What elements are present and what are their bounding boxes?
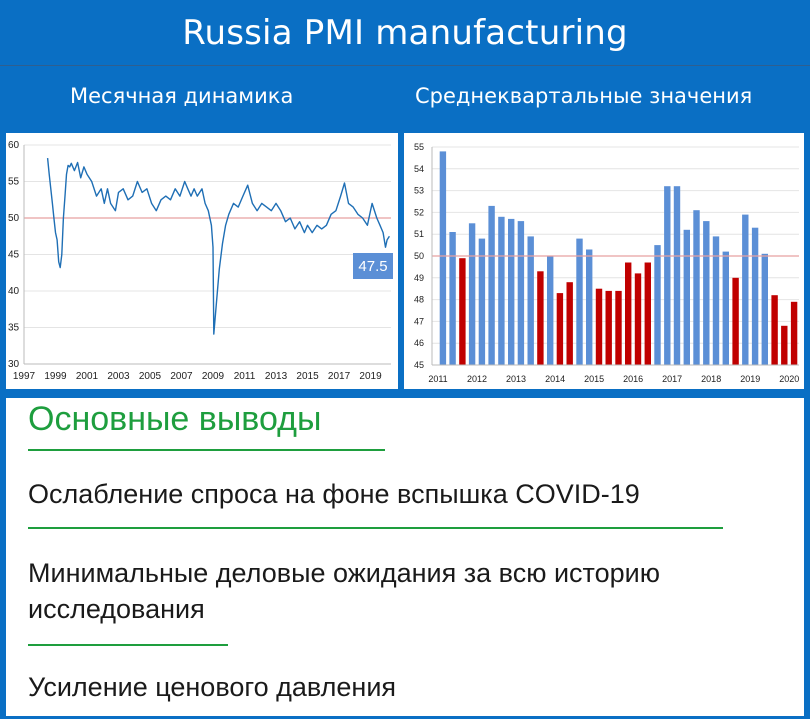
x-tick-label: 2007	[170, 371, 193, 382]
title-band: Russia PMI manufacturing	[0, 0, 810, 66]
quarter-bar	[615, 290, 622, 365]
quarter-bar	[478, 238, 486, 365]
conclusion-item: Минимальные деловые ожидания за всю исто…	[28, 558, 660, 624]
quarter-bar	[468, 223, 476, 365]
right-chart-subtitle: Среднеквартальные значения	[415, 84, 753, 108]
quarterly-chart-panel: 45 46 47 48 49 50 51 52 53 54 55 2011 2012 2013 2014 20…	[404, 133, 804, 389]
quarter-bar	[625, 262, 632, 365]
y-tick-label: 30	[8, 359, 20, 370]
x-tick-label: 2013	[506, 374, 526, 384]
y-tick-label: 52	[414, 207, 424, 217]
x-tick-label: 2015	[584, 374, 604, 384]
y-tick-label: 55	[414, 142, 424, 152]
item-separator	[28, 644, 228, 646]
conclusion-item: Усиление ценового давления	[28, 672, 397, 702]
quarter-bar	[576, 238, 583, 365]
x-tick-label: 2011	[234, 371, 256, 382]
y-tick-label: 46	[414, 338, 424, 348]
x-tick-label: 2014	[545, 374, 565, 384]
x-tick-label: 2005	[139, 371, 162, 382]
quarter-bar	[517, 221, 525, 365]
x-tick-label: 2017	[328, 371, 351, 382]
left-chart-subtitle: Месячная динамика	[70, 84, 294, 108]
monthly-line-chart: 30 35 40 45 50 55 60 1997 1999 2001 2003 2005 2007 20…	[8, 140, 393, 382]
item-separator	[28, 527, 723, 529]
x-tick-label: 2016	[623, 374, 643, 384]
quarter-bar	[547, 256, 554, 365]
y-tick-label: 49	[414, 273, 424, 283]
quarter-bar	[693, 210, 700, 365]
quarter-bar	[459, 258, 466, 365]
quarter-bar	[439, 151, 447, 365]
quarter-bar	[761, 253, 768, 365]
conclusions-panel: Основные выводы Ослабление спроса на фон…	[6, 398, 804, 716]
quarter-bar	[742, 214, 749, 365]
y-tick-label: 40	[8, 286, 20, 297]
quarter-bar	[595, 288, 603, 365]
last-value-label: 47.5	[358, 258, 387, 275]
y-tick-label: 60	[8, 140, 20, 151]
page-title: Russia PMI manufacturing	[182, 12, 628, 53]
x-tick-label: 2001	[76, 371, 99, 382]
x-tick-label: 2011	[428, 374, 447, 384]
x-tick-label: 2019	[740, 374, 760, 384]
quarter-bar	[449, 232, 456, 365]
y-tick-label: 50	[8, 213, 20, 224]
quarter-bar	[781, 325, 788, 365]
quarter-bar	[586, 249, 593, 365]
quarter-bar	[722, 251, 729, 365]
y-tick-label: 53	[414, 186, 424, 196]
quarter-bar	[712, 236, 720, 365]
y-tick-label: 35	[8, 323, 20, 334]
x-tick-label: 2009	[202, 371, 225, 382]
x-tick-label: 2017	[662, 374, 682, 384]
quarter-bar	[771, 295, 778, 365]
quarter-bar	[508, 218, 515, 365]
x-tick-label: 2018	[701, 374, 721, 384]
last-value-label-box	[353, 253, 393, 279]
y-tick-label: 45	[414, 360, 424, 370]
quarter-bar	[790, 301, 798, 365]
quarter-bar	[751, 227, 759, 365]
heading-separator	[28, 449, 385, 451]
quarter-bar	[732, 277, 739, 365]
quarter-bar	[673, 186, 681, 365]
quarter-bar	[537, 271, 544, 365]
y-tick-label: 47	[414, 316, 424, 326]
x-tick-label: 2013	[265, 371, 288, 382]
y-tick-label: 48	[414, 295, 424, 305]
quarterly-bar-chart: 45 46 47 48 49 50 51 52 53 54 55 2011 2012 2013 2014 20…	[414, 142, 799, 384]
x-tick-label: 2019	[359, 371, 382, 382]
quarter-bar	[488, 205, 495, 365]
conclusions-heading: Основные выводы	[28, 400, 322, 438]
conclusion-item: Ослабление спроса на фоне вспышка COVID-…	[28, 479, 640, 509]
quarter-bar	[654, 245, 661, 365]
x-tick-label: 2012	[467, 374, 487, 384]
y-tick-label: 54	[414, 164, 424, 174]
quarter-bar	[605, 290, 612, 365]
y-tick-label: 55	[8, 177, 20, 188]
y-tick-label: 51	[414, 229, 424, 239]
monthly-chart-panel: 30 35 40 45 50 55 60 1997 1999 2001 2003 2005 2007 20…	[6, 133, 398, 389]
x-tick-label: 2003	[107, 371, 130, 382]
quarter-bar	[634, 273, 642, 365]
x-tick-label: 1997	[13, 371, 36, 382]
quarter-bar	[527, 236, 534, 365]
quarter-bar	[683, 229, 690, 365]
quarter-bar	[498, 216, 505, 365]
quarter-bar	[566, 282, 573, 365]
quarter-bar	[664, 186, 671, 365]
x-tick-label: 2015	[296, 371, 319, 382]
quarter-bar	[556, 293, 564, 365]
x-tick-label: 1999	[44, 371, 67, 382]
quarter-bar	[703, 221, 710, 365]
y-tick-label: 45	[8, 250, 20, 261]
x-tick-label: 2020	[779, 374, 799, 384]
y-tick-label: 50	[414, 251, 424, 261]
pmi-monthly-series-line	[46, 158, 390, 335]
quarter-bar	[644, 262, 651, 365]
